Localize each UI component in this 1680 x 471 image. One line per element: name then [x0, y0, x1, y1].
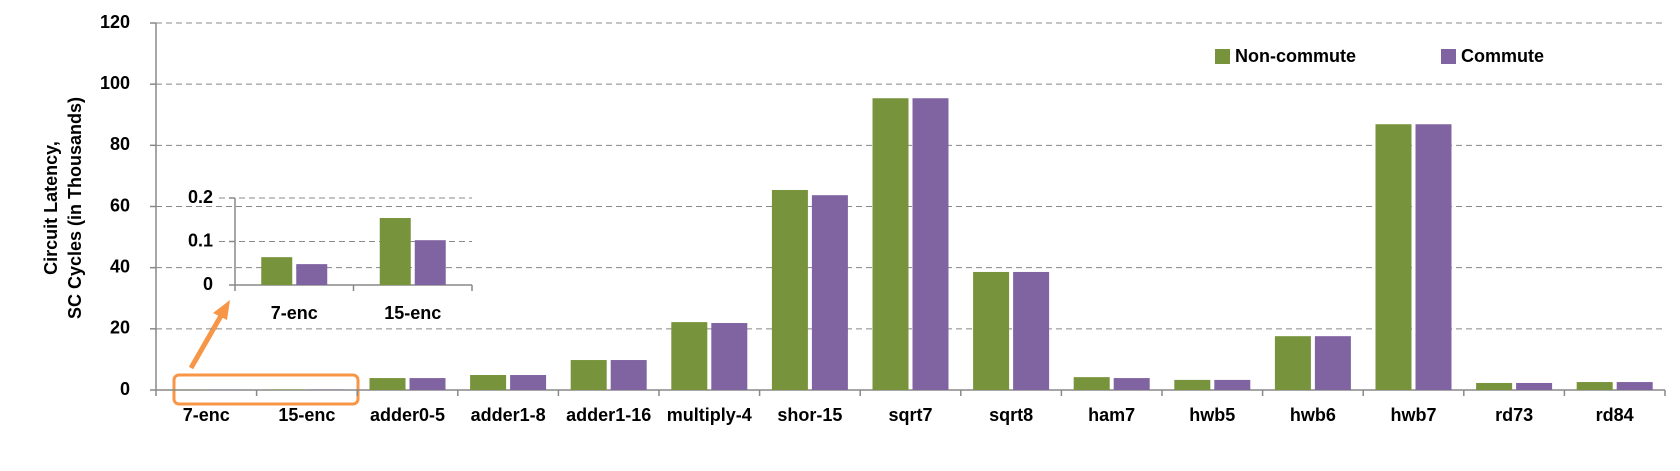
bar	[1516, 382, 1553, 390]
bar	[1214, 379, 1251, 390]
bar	[671, 322, 708, 390]
y-tick-label: 60	[110, 195, 130, 215]
x-tick-label: hwb7	[1390, 405, 1436, 425]
bar	[912, 98, 949, 391]
legend-swatch	[1441, 49, 1456, 64]
x-tick-label: 15-enc	[278, 405, 335, 425]
bar	[470, 375, 507, 390]
bar	[811, 195, 848, 390]
x-tick-label: 15-enc	[384, 303, 441, 323]
legend-swatch	[1215, 49, 1230, 64]
x-tick-label: adder0-5	[370, 405, 445, 425]
bar	[1616, 382, 1653, 390]
y-tick-label: 80	[110, 134, 130, 154]
arrow	[188, 312, 225, 370]
y-tick-label: 0	[120, 379, 130, 399]
bar	[973, 271, 1010, 390]
bar	[610, 360, 647, 390]
x-tick-label: adder1-16	[566, 405, 651, 425]
bar	[1174, 379, 1211, 390]
bar	[711, 323, 748, 390]
bar	[1274, 336, 1311, 390]
bar	[1415, 124, 1452, 390]
x-tick-label: sqrt7	[888, 405, 932, 425]
y-tick-label: 120	[100, 12, 130, 32]
x-tick-label: rd73	[1495, 405, 1533, 425]
x-tick-label: hwb5	[1189, 405, 1235, 425]
bar	[1476, 382, 1513, 390]
x-tick-label: 7-enc	[271, 303, 318, 323]
x-tick-label: 7-enc	[183, 405, 230, 425]
bar	[771, 189, 808, 390]
bar	[379, 218, 411, 285]
x-tick-label: adder1-8	[471, 405, 546, 425]
bar	[414, 240, 446, 285]
bar	[296, 264, 328, 285]
legend-label: Commute	[1461, 46, 1544, 66]
x-tick-label: ham7	[1088, 405, 1135, 425]
bar	[261, 257, 293, 285]
bar	[1576, 382, 1613, 390]
bar	[570, 360, 607, 390]
bar	[409, 378, 446, 390]
y-tick-label: 0.2	[188, 187, 213, 207]
x-tick-label: hwb6	[1290, 405, 1336, 425]
bar	[1314, 336, 1351, 390]
y-tick-label: 0	[203, 274, 213, 294]
x-tick-label: shor-15	[777, 405, 842, 425]
y-axis-label: Circuit Latency,	[41, 141, 61, 275]
x-tick-label: multiply-4	[667, 405, 752, 425]
bar	[872, 98, 909, 391]
bar	[1073, 377, 1110, 390]
bar	[1375, 124, 1412, 390]
bar	[369, 378, 406, 390]
legend-label: Non-commute	[1235, 46, 1356, 66]
x-tick-label: sqrt8	[989, 405, 1033, 425]
y-tick-label: 0.1	[188, 230, 213, 250]
bar	[1013, 271, 1050, 390]
bar	[510, 375, 547, 390]
bar	[1113, 378, 1150, 390]
x-tick-label: rd84	[1596, 405, 1634, 425]
y-tick-label: 100	[100, 73, 130, 93]
y-axis-label: SC Cycles (in Thousands)	[65, 97, 85, 319]
y-tick-label: 40	[110, 256, 130, 276]
arrow-head	[213, 300, 230, 320]
y-tick-label: 20	[110, 318, 130, 338]
